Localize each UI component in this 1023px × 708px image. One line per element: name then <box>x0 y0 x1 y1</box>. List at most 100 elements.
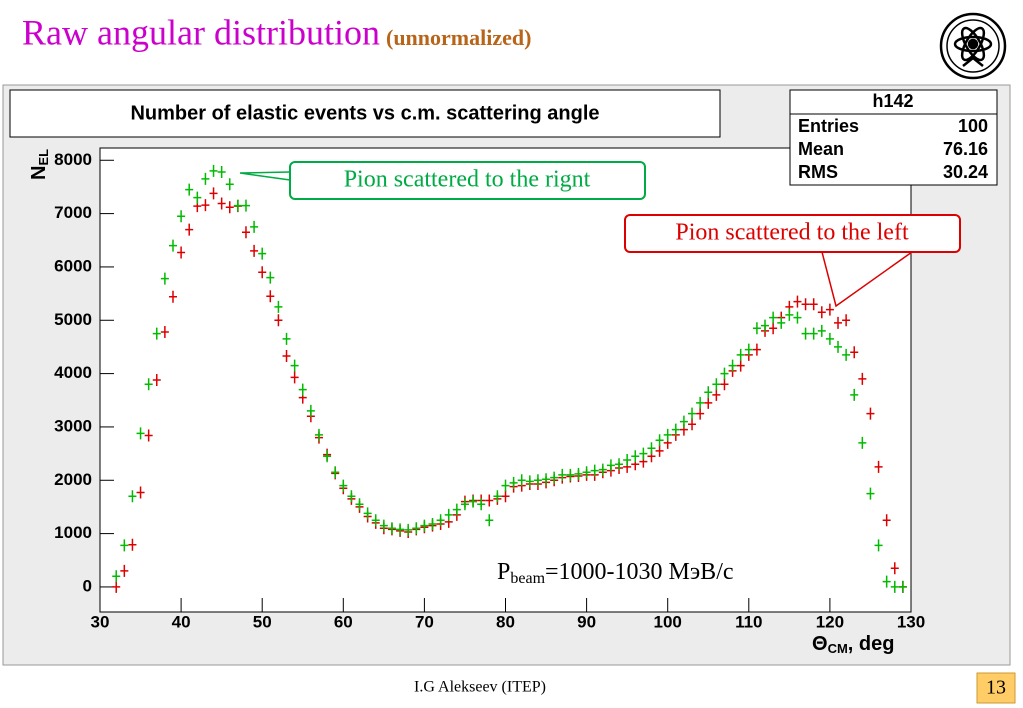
point <box>460 498 469 511</box>
point <box>712 378 721 391</box>
point <box>274 300 283 313</box>
chart-title: Number of elastic events vs c.m. scatter… <box>130 102 599 124</box>
point <box>298 383 307 396</box>
point <box>558 468 567 481</box>
y-tick-label: 3000 <box>54 416 92 435</box>
point <box>501 490 510 503</box>
point <box>112 570 121 583</box>
point <box>882 514 891 527</box>
x-tick-label: 120 <box>816 612 844 631</box>
point <box>850 346 859 359</box>
point <box>314 428 323 441</box>
x-tick-label: 50 <box>253 612 272 631</box>
point <box>160 272 169 285</box>
point <box>858 372 867 385</box>
point <box>282 332 291 345</box>
point <box>412 522 421 535</box>
point <box>736 359 745 372</box>
y-tick-label: 7000 <box>54 203 92 222</box>
point <box>201 199 210 212</box>
point <box>631 450 640 463</box>
point <box>363 507 372 520</box>
point <box>209 187 218 200</box>
point <box>387 522 396 535</box>
point <box>266 271 275 284</box>
callout-right <box>239 171 291 181</box>
point <box>152 374 161 386</box>
y-tick-label: 8000 <box>54 150 92 169</box>
point <box>396 523 405 536</box>
y-tick-label: 4000 <box>54 363 92 382</box>
slide-subtitle: (unnormalized) <box>386 25 531 50</box>
point <box>112 580 121 593</box>
point <box>704 396 713 409</box>
point <box>696 407 705 420</box>
point <box>452 503 461 516</box>
point <box>582 466 591 479</box>
point <box>761 319 770 332</box>
stats-label: Mean <box>798 139 844 159</box>
y-tick-label: 5000 <box>54 310 92 329</box>
x-tick-label: 110 <box>735 612 762 631</box>
point <box>688 418 697 431</box>
x-tick-label: 70 <box>415 612 434 631</box>
stats-label: Entries <box>798 116 859 136</box>
point <box>379 519 388 532</box>
point <box>655 434 664 447</box>
point <box>177 210 186 223</box>
annotation: Pion scattered to the left <box>675 220 909 246</box>
point <box>639 447 648 460</box>
point <box>785 308 794 321</box>
y-axis-label: NEL <box>28 149 51 180</box>
point <box>858 436 867 449</box>
point <box>331 466 340 479</box>
point <box>825 303 834 316</box>
point <box>282 350 291 362</box>
point <box>874 539 883 552</box>
point <box>120 564 129 577</box>
point <box>898 580 907 593</box>
x-tick-label: 130 <box>897 612 925 631</box>
point <box>371 514 380 527</box>
point <box>290 359 299 372</box>
point <box>144 429 153 442</box>
point <box>185 183 194 196</box>
point <box>128 490 137 503</box>
point <box>663 428 672 441</box>
slide-title: Raw angular distribution <box>22 12 380 52</box>
point <box>574 467 583 480</box>
point <box>347 490 356 503</box>
point <box>177 246 186 259</box>
chart-title-box <box>9 89 721 138</box>
point <box>777 316 786 329</box>
x-tick-label: 100 <box>654 612 682 631</box>
point <box>720 367 729 380</box>
point <box>793 311 802 324</box>
point <box>266 290 275 303</box>
point <box>590 464 599 477</box>
annotation: Pion scattered to the rignt <box>344 167 591 193</box>
point <box>509 476 518 489</box>
stats-label: RMS <box>798 162 838 182</box>
point <box>241 199 250 212</box>
point <box>866 407 875 420</box>
stats-box <box>789 89 998 186</box>
stats-value: 100 <box>958 116 988 136</box>
page-number: 13 <box>986 677 1006 699</box>
point <box>842 314 851 327</box>
point <box>404 523 413 536</box>
point <box>136 486 145 499</box>
point <box>355 498 364 511</box>
point <box>339 479 348 492</box>
point <box>671 423 680 436</box>
stats-title: h142 <box>872 91 913 111</box>
point <box>688 407 697 420</box>
point <box>769 311 778 324</box>
point <box>598 463 607 476</box>
point <box>233 199 242 212</box>
point <box>168 239 177 252</box>
point <box>250 244 259 257</box>
point <box>817 306 826 319</box>
beam-label: Pbeam=1000-1030 МэВ/c <box>497 559 734 587</box>
point <box>566 468 575 481</box>
